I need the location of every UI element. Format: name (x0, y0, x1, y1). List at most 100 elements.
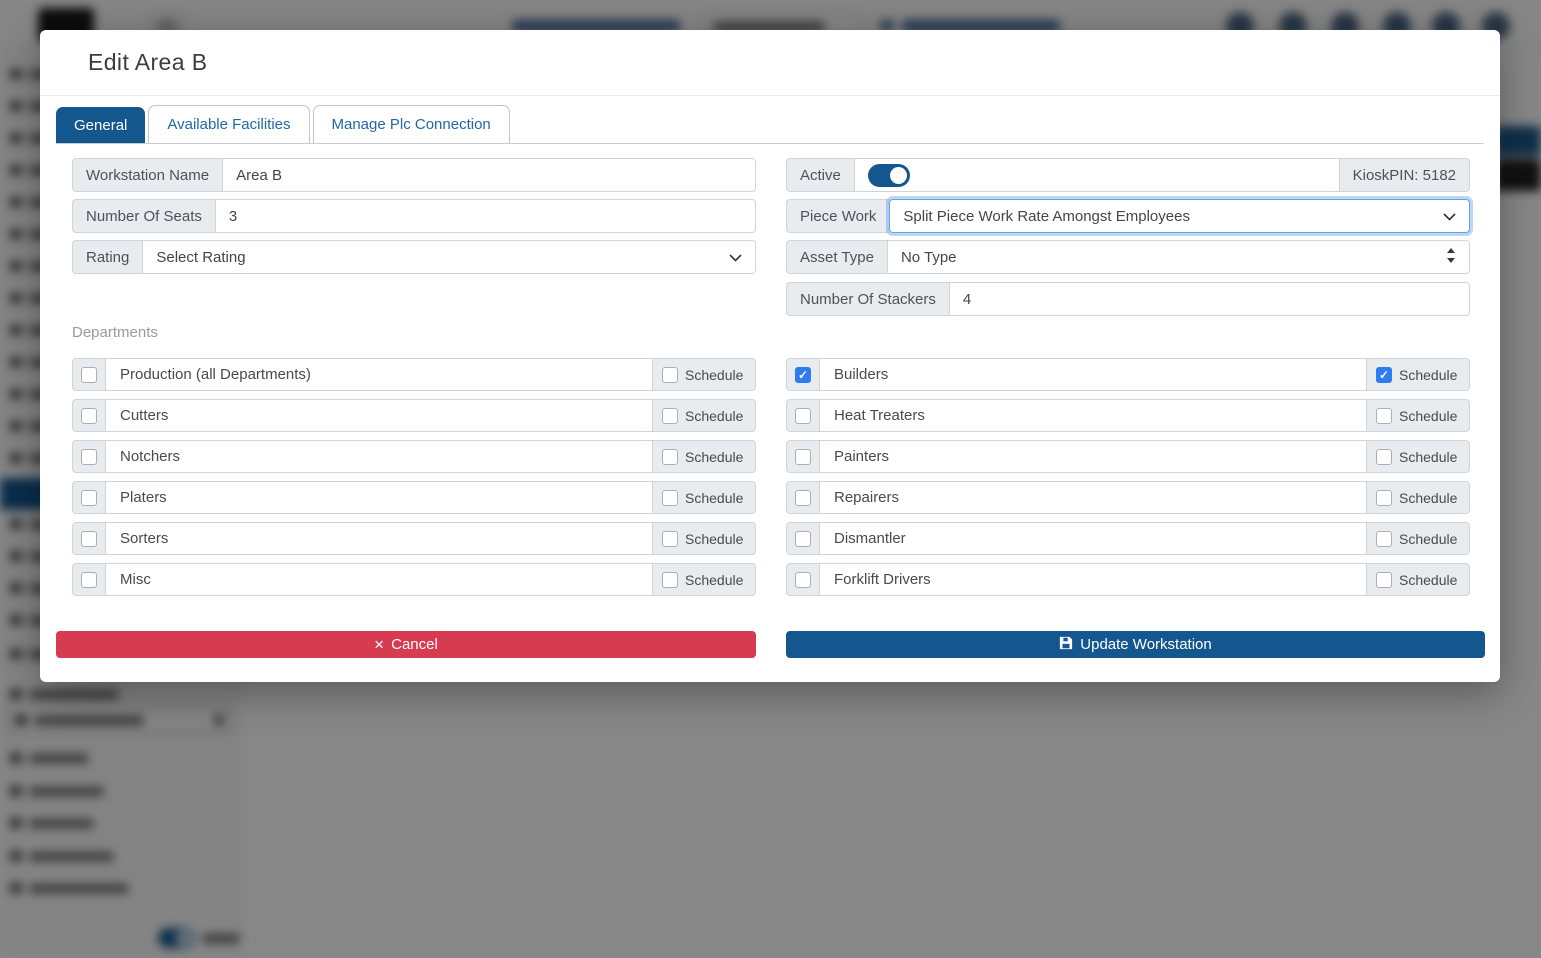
active-toggle[interactable] (867, 163, 910, 187)
modal-title: Edit Area B (88, 49, 208, 75)
department-checkbox[interactable] (72, 481, 106, 514)
department-row-notchers: Notchers Schedule (72, 440, 756, 473)
schedule-checkbox-group[interactable]: Schedule (652, 522, 756, 555)
asset-type-selected-value: No Type (900, 248, 957, 266)
blurred-toggle-label (202, 934, 240, 943)
department-checkbox[interactable] (786, 440, 820, 473)
blurred-sidebar-item (10, 817, 94, 829)
schedule-label: Schedule (1399, 448, 1458, 465)
schedule-checkbox-group[interactable]: Schedule (652, 399, 756, 432)
tab-general[interactable]: General (56, 107, 146, 143)
schedule-checkbox-group[interactable]: Schedule (1366, 440, 1470, 473)
cancel-button-label: Cancel (391, 636, 438, 653)
department-name: Dismantler (820, 522, 1366, 555)
departments-heading: Departments (72, 324, 158, 341)
blurred-sidebar-toggle (158, 928, 194, 948)
check-icon: ✓ (797, 367, 809, 382)
chevron-down-icon (1443, 208, 1456, 225)
update-workstation-button[interactable]: Update Workstation (786, 631, 1485, 658)
schedule-checkbox-group[interactable]: Schedule (1366, 399, 1470, 432)
schedule-label: Schedule (1399, 366, 1458, 383)
rating-group: Rating Select Rating (72, 240, 756, 274)
rating-select[interactable]: Select Rating (142, 240, 756, 274)
blurred-sidebar-item (10, 688, 119, 700)
schedule-checkbox-group[interactable]: Schedule (652, 563, 756, 596)
schedule-checkbox-group[interactable]: Schedule (652, 481, 756, 514)
department-checkbox[interactable] (786, 522, 820, 555)
number-of-stackers-label: Number Of Stackers (786, 282, 949, 316)
blurred-sidebar-item (10, 785, 104, 797)
schedule-checkbox-group[interactable]: Schedule (1366, 522, 1470, 555)
rating-selected-value: Select Rating (156, 248, 246, 266)
number-of-seats-group: Number Of Seats 3 (72, 199, 756, 233)
asset-type-label: Asset Type (786, 240, 887, 274)
schedule-checkbox-group[interactable]: Schedule (1366, 481, 1470, 514)
schedule-checkbox-group[interactable]: ✓ Schedule (1366, 358, 1470, 391)
department-checkbox[interactable] (786, 481, 820, 514)
department-row-forklift-drivers: Forklift Drivers Schedule (786, 563, 1470, 596)
department-row-cutters: Cutters Schedule (72, 399, 756, 432)
blurred-header-icon (880, 20, 894, 31)
department-checkbox[interactable] (72, 440, 106, 473)
department-name: Notchers (106, 440, 652, 473)
piece-work-select[interactable]: Split Piece Work Rate Amongst Employees (889, 199, 1470, 233)
blurred-primary-button (1495, 126, 1541, 156)
cancel-button[interactable]: × Cancel (56, 631, 756, 658)
number-of-stackers-input[interactable]: 4 (948, 282, 1470, 316)
blurred-dark-button (1495, 159, 1541, 191)
tab-bar: General Available Facilities Manage Plc … (56, 105, 1484, 144)
number-of-seats-input[interactable]: 3 (214, 199, 756, 233)
active-group: Active KioskPIN: 5182 (786, 158, 1470, 192)
tab-manage-plc-connection[interactable]: Manage Plc Connection (312, 105, 510, 143)
schedule-label: Schedule (685, 407, 744, 424)
schedule-label: Schedule (1399, 489, 1458, 506)
department-row-repairers: Repairers Schedule (786, 481, 1470, 514)
piece-work-group: Piece Work Split Piece Work Rate Amongst… (786, 199, 1470, 233)
piece-work-selected-value: Split Piece Work Rate Amongst Employees (903, 207, 1190, 225)
edit-workstation-modal: Edit Area B General Available Facilities… (40, 30, 1500, 682)
blurred-sidebar-item (10, 882, 129, 894)
department-checkbox[interactable] (786, 399, 820, 432)
active-label: Active (786, 158, 854, 192)
schedule-checkbox-group[interactable]: Schedule (652, 358, 756, 391)
tab-available-facilities[interactable]: Available Facilities (148, 105, 310, 143)
department-name: Misc (106, 563, 652, 596)
department-checkbox[interactable] (72, 522, 106, 555)
workstation-name-input[interactable]: Area B (222, 158, 756, 192)
save-icon (1059, 636, 1073, 654)
department-name: Builders (820, 358, 1366, 391)
department-row-sorters: Sorters Schedule (72, 522, 756, 555)
department-name: Platers (106, 481, 652, 514)
kiosk-pin-badge: KioskPIN: 5182 (1339, 158, 1470, 192)
department-checkbox[interactable] (72, 563, 106, 596)
toggle-knob (889, 166, 907, 184)
schedule-label: Schedule (1399, 571, 1458, 588)
blurred-sidebar-boxed-item (6, 706, 232, 734)
check-icon: ✓ (1378, 367, 1390, 382)
schedule-label: Schedule (685, 366, 744, 383)
department-row-builders: ✓ Builders ✓ Schedule (786, 358, 1470, 391)
schedule-label: Schedule (1399, 407, 1458, 424)
asset-type-select[interactable]: No Type (886, 240, 1470, 274)
blurred-header-text (902, 20, 1060, 32)
department-checkbox[interactable] (786, 563, 820, 596)
department-checkbox[interactable]: ✓ (786, 358, 820, 391)
workstation-name-label: Workstation Name (72, 158, 223, 192)
schedule-label: Schedule (685, 530, 744, 547)
department-name: Forklift Drivers (820, 563, 1366, 596)
department-row-heat-treaters: Heat Treaters Schedule (786, 399, 1470, 432)
department-name: Sorters (106, 522, 652, 555)
department-row-dismantler: Dismantler Schedule (786, 522, 1470, 555)
schedule-checkbox-group[interactable]: Schedule (652, 440, 756, 473)
blurred-header-text (512, 20, 680, 32)
schedule-checkbox-group[interactable]: Schedule (1366, 563, 1470, 596)
department-checkbox[interactable] (72, 399, 106, 432)
active-toggle-container (853, 158, 1340, 192)
department-checkbox[interactable] (72, 358, 106, 391)
schedule-label: Schedule (1399, 530, 1458, 547)
department-name: Heat Treaters (820, 399, 1366, 432)
schedule-label: Schedule (685, 571, 744, 588)
blurred-sidebar-item (10, 752, 89, 764)
department-row-production: Production (all Departments) Schedule (72, 358, 756, 391)
piece-work-label: Piece Work (786, 199, 890, 233)
